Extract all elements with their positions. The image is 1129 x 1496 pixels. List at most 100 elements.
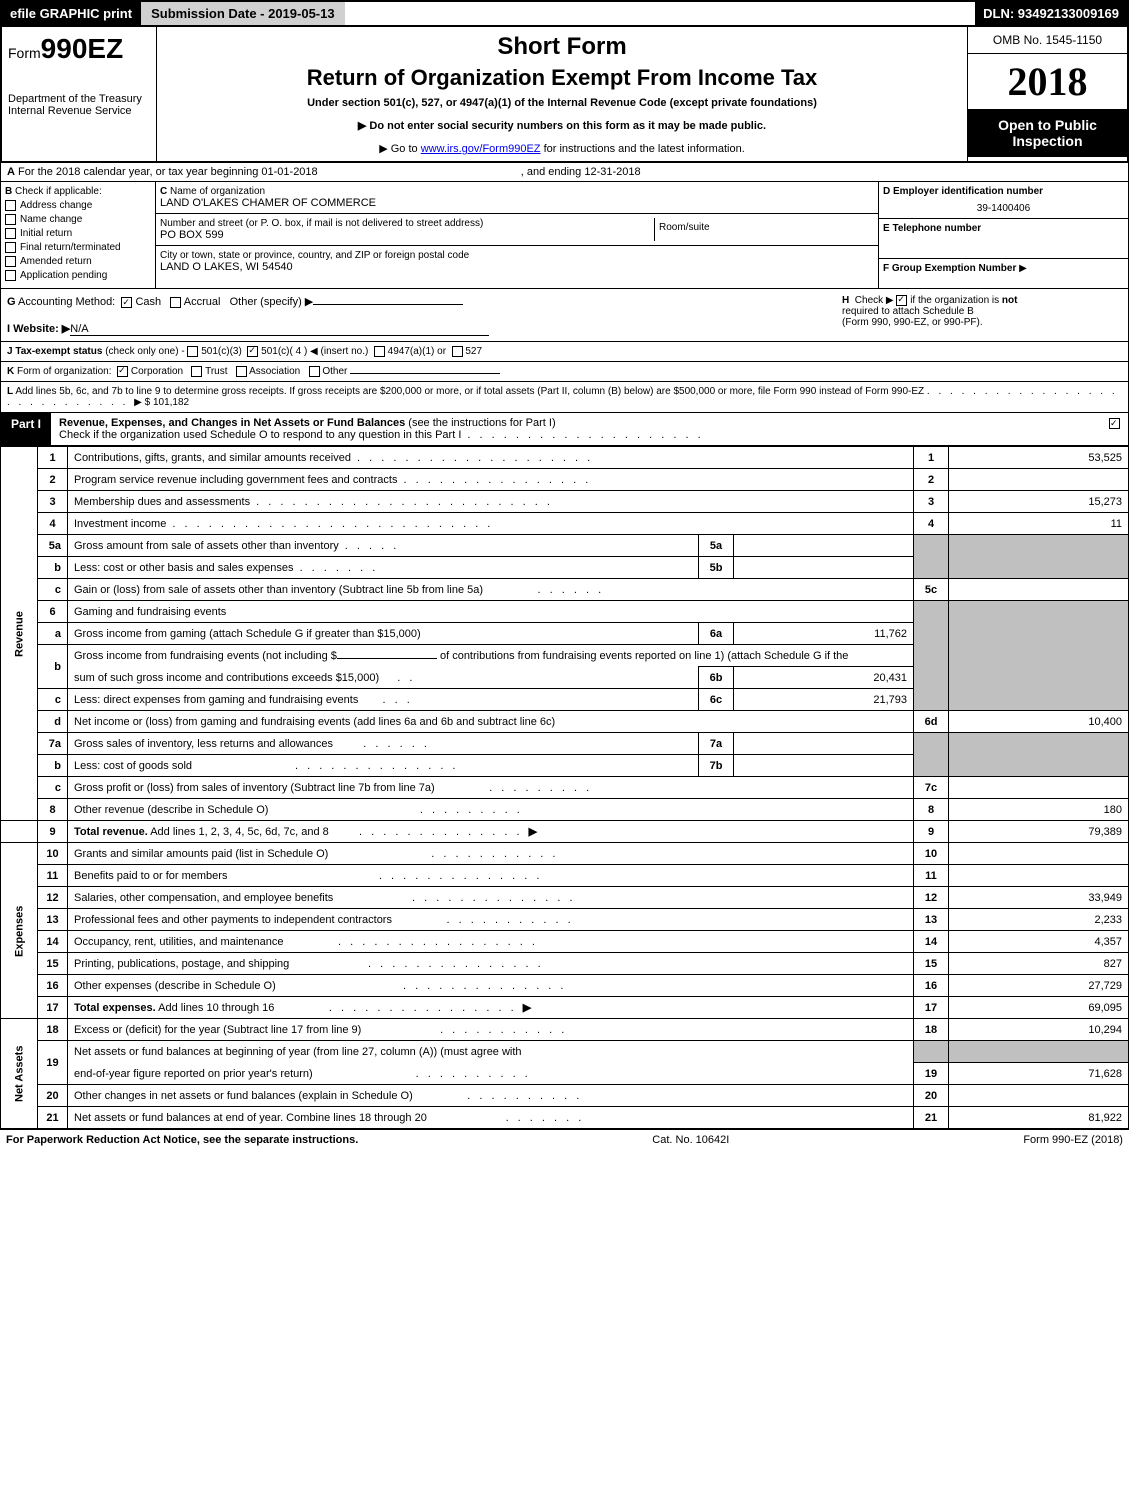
line-5c-numcol: 5c xyxy=(914,579,949,601)
line-5a-subval xyxy=(734,535,914,557)
line-8-desc: Other revenue (describe in Schedule O) .… xyxy=(68,799,914,821)
line-7a-desc-text: Gross sales of inventory, less returns a… xyxy=(74,738,333,750)
dots: . . . . . . . . . . . . . . xyxy=(276,980,567,992)
line-4-desc: Investment income . . . . . . . . . . . … xyxy=(68,513,914,535)
checkbox-schedule-b[interactable] xyxy=(896,295,907,306)
line-14-numcol: 14 xyxy=(914,931,949,953)
d-label: D Employer identification number xyxy=(883,186,1124,197)
line-6-num: 6 xyxy=(38,601,68,623)
room-suite: Room/suite xyxy=(654,218,874,241)
line-9-desc-bold: Total revenue. xyxy=(74,826,148,838)
line-6d-val: 10,400 xyxy=(949,711,1129,733)
line-6b-desc3-text: sum of such gross income and contributio… xyxy=(74,672,379,684)
checkbox-icon xyxy=(5,214,16,225)
other-label: Other (specify) ▶ xyxy=(230,296,314,308)
irs-link[interactable]: www.irs.gov/Form990EZ xyxy=(421,143,541,155)
tax-year: 2018 xyxy=(968,54,1127,109)
col-b-checkboxes: B Check if applicable: Address change Na… xyxy=(1,182,156,288)
checkbox-corp[interactable] xyxy=(117,366,128,377)
part-1-check-text: Check if the organization used Schedule … xyxy=(59,429,461,441)
line-3-desc-text: Membership dues and assessments xyxy=(74,496,250,508)
dots: . . . . . . . . . . . . . . xyxy=(329,826,529,838)
line-2-desc: Program service revenue including govern… xyxy=(68,469,914,491)
line-6a-sub: 6a xyxy=(699,623,734,645)
checkbox-527[interactable] xyxy=(452,346,463,357)
line-8-num: 8 xyxy=(38,799,68,821)
line-15-val: 827 xyxy=(949,953,1129,975)
group-box: F Group Exemption Number ▶ xyxy=(879,259,1128,278)
checkbox-accrual[interactable] xyxy=(170,297,181,308)
line-19-desc1: Net assets or fund balances at beginning… xyxy=(68,1041,914,1063)
checkbox-other[interactable] xyxy=(309,366,320,377)
j-label: J Tax-exempt status xyxy=(7,346,102,357)
k-text: Form of organization: xyxy=(17,366,112,377)
check-address-change[interactable]: Address change xyxy=(5,200,151,211)
row-a-text1: For the 2018 calendar year, or tax year … xyxy=(18,166,318,178)
grey-cell xyxy=(914,733,949,777)
addr-change-label: Address change xyxy=(20,200,92,211)
line-6b-desc1: Gross income from fundraising events (no… xyxy=(68,645,914,667)
dots: . . . . . . . . . . . . . . . . xyxy=(274,1002,522,1014)
efile-print-button[interactable]: efile GRAPHIC print xyxy=(2,2,140,25)
line-9-val: 79,389 xyxy=(949,821,1129,843)
checkbox-icon xyxy=(5,242,16,253)
c-label: C xyxy=(160,186,167,197)
dots: . . . . . . . . . . . . . . xyxy=(227,870,542,882)
check-name-change[interactable]: Name change xyxy=(5,214,151,225)
city-value: LAND O LAKES, WI 54540 xyxy=(160,261,874,273)
h-text4: (Form 990, 990-EZ, or 990-PF). xyxy=(842,317,983,328)
line-5b-sub: 5b xyxy=(699,557,734,579)
line-7a-desc: Gross sales of inventory, less returns a… xyxy=(68,733,699,755)
checkbox-assoc[interactable] xyxy=(236,366,247,377)
line-6-desc: Gaming and fundraising events xyxy=(68,601,914,623)
grey-cell xyxy=(949,535,1129,579)
line-2-row: 2 Program service revenue including gove… xyxy=(1,469,1129,491)
checkbox-501c3[interactable] xyxy=(187,346,198,357)
b-label: B xyxy=(5,186,12,197)
line-20-numcol: 20 xyxy=(914,1085,949,1107)
header-right: OMB No. 1545-1150 2018 Open to Public In… xyxy=(967,27,1127,161)
website-value: N/A xyxy=(70,323,488,336)
line-6b-input[interactable] xyxy=(337,658,437,659)
netassets-side-label: Net Assets xyxy=(1,1019,38,1129)
line-17-numcol: 17 xyxy=(914,997,949,1019)
grey-cell xyxy=(949,1041,1129,1063)
checkbox-schedule-o[interactable] xyxy=(1109,418,1120,429)
k-other-input[interactable] xyxy=(350,373,500,374)
k-label: K xyxy=(7,366,14,377)
line-15-desc: Printing, publications, postage, and shi… xyxy=(68,953,914,975)
l-text1: Add lines 5b, 6c, and 7b to line 9 to de… xyxy=(15,386,924,397)
check-amended-return[interactable]: Amended return xyxy=(5,256,151,267)
line-19-numcol: 19 xyxy=(914,1063,949,1085)
line-6b-num: b xyxy=(38,645,68,689)
other-specify-input[interactable] xyxy=(313,304,463,305)
part-1-title: Revenue, Expenses, and Changes in Net As… xyxy=(51,413,1101,445)
line-5b-num: b xyxy=(38,557,68,579)
row-j: J Tax-exempt status (check only one) - 5… xyxy=(0,342,1129,362)
checkbox-trust[interactable] xyxy=(191,366,202,377)
checkbox-cash[interactable] xyxy=(121,297,132,308)
top-bar-left: efile GRAPHIC print Submission Date - 20… xyxy=(2,2,345,25)
check-initial-return[interactable]: Initial return xyxy=(5,228,151,239)
line-2-num: 2 xyxy=(38,469,68,491)
note-2: ▶ Go to www.irs.gov/Form990EZ for instru… xyxy=(163,142,961,155)
e-label: E Telephone number xyxy=(883,223,1124,234)
check-final-return[interactable]: Final return/terminated xyxy=(5,242,151,253)
line-10-val xyxy=(949,843,1129,865)
checkbox-501c[interactable] xyxy=(247,346,258,357)
h-text2: if the organization is xyxy=(910,295,1002,306)
check-app-pending[interactable]: Application pending xyxy=(5,270,151,281)
line-19-num: 19 xyxy=(38,1041,68,1085)
line-13-row: 13 Professional fees and other payments … xyxy=(1,909,1129,931)
l-amount: $ 101,182 xyxy=(145,397,190,408)
line-8-val: 180 xyxy=(949,799,1129,821)
row-gh: G Accounting Method: Cash Accrual Other … xyxy=(0,289,1129,342)
line-4-desc-text: Investment income xyxy=(74,518,166,530)
checkbox-4947[interactable] xyxy=(374,346,385,357)
line-20-row: 20 Other changes in net assets or fund b… xyxy=(1,1085,1129,1107)
line-9-numcol: 9 xyxy=(914,821,949,843)
form-number-big: 990EZ xyxy=(41,33,124,64)
row-k: K Form of organization: Corporation Trus… xyxy=(0,362,1129,382)
line-14-desc: Occupancy, rent, utilities, and maintena… xyxy=(68,931,914,953)
l-label: L xyxy=(7,386,13,397)
